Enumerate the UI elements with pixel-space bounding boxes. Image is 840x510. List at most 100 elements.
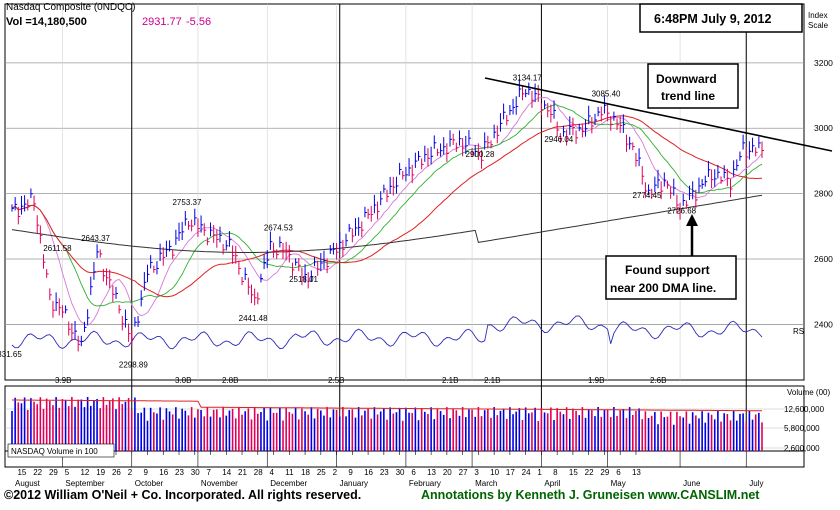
day-tick-label: 26: [112, 468, 121, 477]
volume-peak-label: 3.9B: [55, 376, 71, 385]
price-tick-label: 2400: [814, 319, 833, 329]
price-tick-label: 3000: [814, 123, 833, 133]
annotations-credit: Annotations by Kenneth J. Gruneisen www.…: [421, 488, 760, 502]
price-change: -5.56: [186, 16, 211, 28]
day-tick-label: 8: [553, 468, 558, 477]
day-tick-label: 18: [301, 468, 310, 477]
day-tick-label: 10: [490, 468, 499, 477]
ma-200-line: [11, 194, 763, 253]
price-panel-frame: [4, 3, 805, 381]
day-tick-label: 25: [317, 468, 326, 477]
day-tick-label: 16: [364, 468, 373, 477]
trend-annotation-box: [647, 63, 739, 109]
nasdaq-chart: NASDAQ Volume in 100 6:48PM July 9, 2012 D…: [0, 2, 834, 488]
downward-trend-line: [484, 77, 833, 152]
day-tick-label: 4: [270, 468, 275, 477]
price-annotation: 2518.01: [289, 275, 318, 284]
volume-bars: [11, 397, 763, 451]
price-annotation: 2298.89: [119, 360, 148, 369]
day-tick-label: 14: [222, 468, 231, 477]
price-tick-label: 3200: [814, 58, 833, 68]
volume-tick-label: 12,600,000: [784, 405, 825, 414]
day-tick-label: 22: [585, 468, 594, 477]
support-annotation-line2: near 200 DMA line.: [610, 281, 716, 295]
day-tick-label: 2: [128, 468, 133, 477]
day-tick-label: 27: [459, 468, 468, 477]
day-tick-label: 23: [175, 468, 184, 477]
volume-legend-box: [7, 443, 115, 458]
trend-annotation-line1: Downward: [656, 72, 717, 86]
support-annotation-line1: Found support: [625, 263, 710, 277]
day-tick-label: 11: [285, 468, 294, 477]
volume-peak-label: 3.0B: [175, 376, 191, 385]
month-label: December: [270, 479, 307, 488]
day-tick-label: 29: [600, 468, 609, 477]
price-tick-label: 2800: [814, 189, 833, 199]
price-annotation: 2611.58: [43, 244, 72, 253]
volume-peak-label: 1.9B: [588, 376, 604, 385]
day-tick-label: 23: [380, 468, 389, 477]
day-tick-label: 7: [207, 468, 212, 477]
price-annotation: 2674.53: [264, 224, 293, 233]
moving-averages: [11, 97, 763, 350]
day-tick-label: 15: [17, 468, 26, 477]
month-label: May: [611, 479, 626, 488]
day-tick-label: 3: [474, 468, 479, 477]
price-annotation: 2900.28: [466, 150, 495, 159]
month-label: July: [749, 479, 763, 488]
date-axis-frame: [4, 450, 805, 468]
price-annotation: 3085.40: [592, 89, 621, 98]
day-tick-label: 15: [569, 468, 578, 477]
trend-annotation-line2: trend line: [661, 89, 715, 103]
annotations-layer: NASDAQ Volume in 100 6:48PM July 9, 2012 D…: [7, 3, 833, 458]
support-annotation-box: [605, 255, 737, 300]
month-label: November: [201, 479, 238, 488]
volume-peak-label: 2.8B: [222, 376, 238, 385]
day-tick-label: 30: [191, 468, 200, 477]
copyright-text: ©2012 William O'Neil + Co. Incorporated.…: [4, 488, 362, 502]
ma-50-line: [11, 115, 763, 298]
day-tick-label: 9: [144, 468, 149, 477]
month-label: June: [683, 479, 701, 488]
volume-tick-label: 5,800,000: [784, 424, 820, 433]
index-scale-label-top: Index: [808, 11, 828, 20]
day-tick-label: 9: [348, 468, 353, 477]
day-tick-label: 5: [65, 468, 70, 477]
volume-peak-label: 2.1B: [484, 376, 500, 385]
day-tick-label: 30: [396, 468, 405, 477]
price-annotation: 2441.48: [239, 314, 268, 323]
month-label: January: [340, 479, 368, 488]
timestamp-text: 6:48PM July 9, 2012: [654, 12, 771, 26]
day-tick-label: 13: [427, 468, 436, 477]
month-label: October: [135, 479, 164, 488]
day-tick-label: 1: [537, 468, 542, 477]
rs-label: RS: [793, 327, 804, 336]
price-annotation: 2643.37: [81, 234, 110, 243]
volume-legend-text: NASDAQ Volume in 100: [11, 447, 98, 456]
price-bars: [11, 79, 764, 352]
month-label: February: [409, 479, 441, 488]
timestamp-box: [639, 3, 803, 33]
price-annotation: 2331.65: [0, 350, 22, 359]
month-label: September: [65, 479, 104, 488]
volume-readout: Vol =14,180,500: [6, 16, 87, 28]
day-tick-label: 28: [254, 468, 263, 477]
volume-peak-label: 2.6B: [650, 376, 666, 385]
volume-tick-label: 2,600,000: [784, 444, 820, 453]
month-label: March: [475, 479, 497, 488]
day-tick-label: 16: [159, 468, 168, 477]
day-tick-label: 29: [49, 468, 58, 477]
volume-axis-title: Volume (00): [787, 388, 830, 397]
chart-title: Nasdaq Composite (0NDQC): [6, 2, 136, 13]
support-arrow-head: [686, 214, 698, 226]
price-tick-label: 2600: [814, 254, 833, 264]
day-tick-label: 6: [411, 468, 416, 477]
day-tick-label: 12: [80, 468, 89, 477]
index-scale-label-bottom: Scale: [808, 21, 829, 30]
month-label: August: [15, 479, 41, 488]
ma-10-line: [11, 97, 763, 326]
ma-21-line: [11, 104, 763, 307]
day-tick-label: 13: [632, 468, 641, 477]
day-tick-label: 24: [522, 468, 531, 477]
last-price: 2931.77: [142, 16, 182, 28]
